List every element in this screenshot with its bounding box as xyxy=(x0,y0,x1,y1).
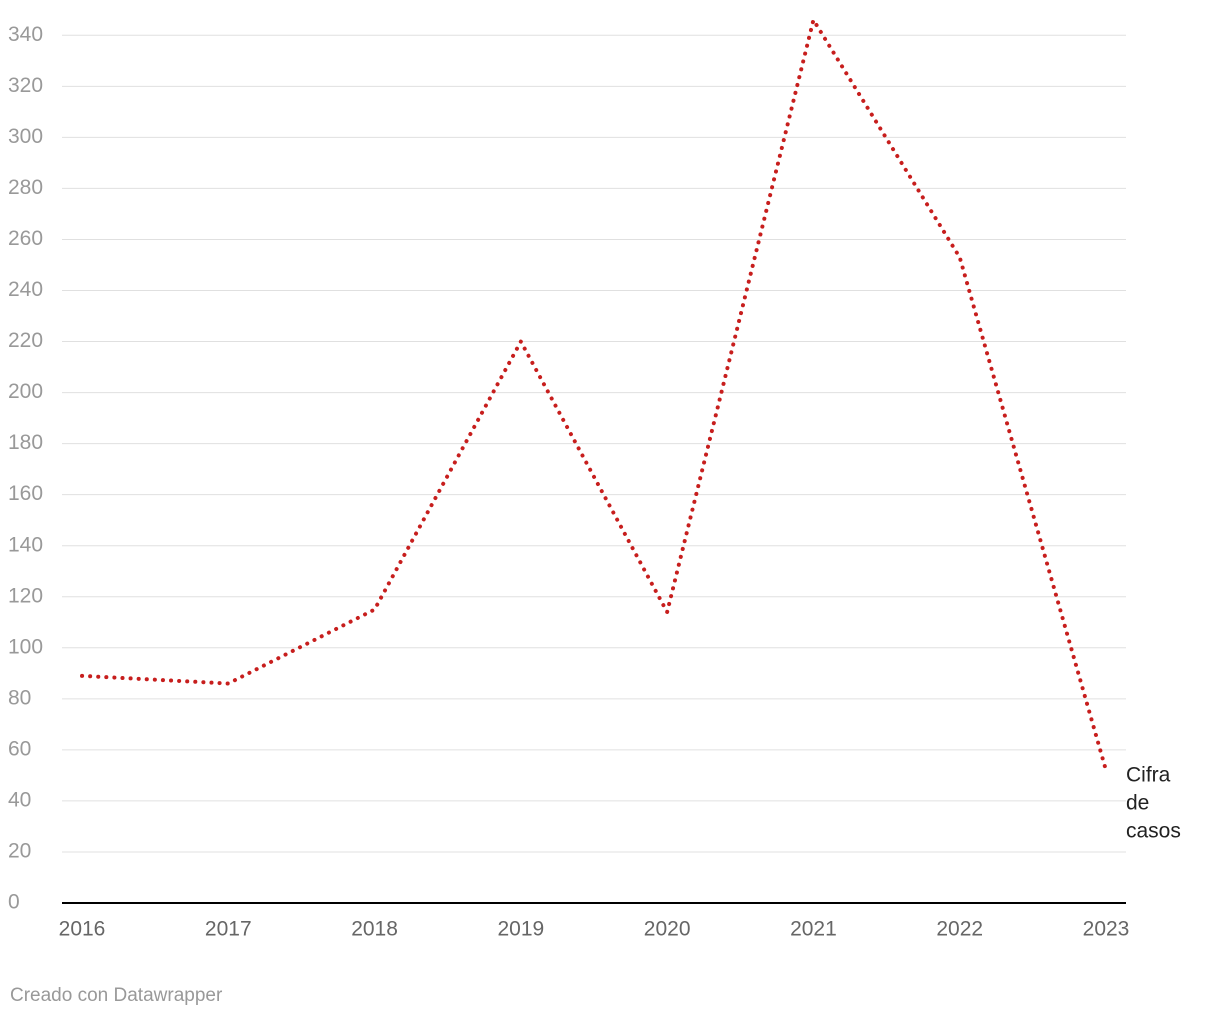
y-tick-label: 260 xyxy=(8,227,43,250)
series-label-text: Cifra de casos xyxy=(1126,763,1181,842)
y-tick-label: 100 xyxy=(8,635,43,658)
y-tick-label: 300 xyxy=(8,125,43,148)
x-tick-label: 2022 xyxy=(936,918,983,941)
y-tick-label: 20 xyxy=(8,840,31,863)
y-tick-label: 340 xyxy=(8,23,43,46)
y-tick-label: 40 xyxy=(8,788,31,811)
y-tick-label: 280 xyxy=(8,176,43,199)
y-tick-label: 200 xyxy=(8,380,43,403)
x-tick-label: 2016 xyxy=(59,918,106,941)
y-tick-label: 80 xyxy=(8,686,31,709)
y-tick-label: 0 xyxy=(8,891,20,914)
x-tick-label: 2018 xyxy=(351,918,398,941)
y-tick-label: 220 xyxy=(8,329,43,352)
y-tick-label: 60 xyxy=(8,737,31,760)
x-tick-label: 2019 xyxy=(497,918,544,941)
y-tick-label: 240 xyxy=(8,278,43,301)
credit: Creado con Datawrapper xyxy=(10,985,223,1006)
y-tick-label: 320 xyxy=(8,74,43,97)
x-tick-label: 2020 xyxy=(644,918,691,941)
x-tick-label: 2021 xyxy=(790,918,837,941)
series-label: Cifra de casos xyxy=(1126,763,1181,842)
data-line xyxy=(80,14,1108,773)
x-tick-label: 2023 xyxy=(1083,918,1130,941)
y-tick-label: 140 xyxy=(8,533,43,556)
x-tick-label: 2017 xyxy=(205,918,252,941)
y-tick-label: 180 xyxy=(8,431,43,454)
y-tick-label: 120 xyxy=(8,584,43,607)
y-tick-label: 160 xyxy=(8,482,43,505)
